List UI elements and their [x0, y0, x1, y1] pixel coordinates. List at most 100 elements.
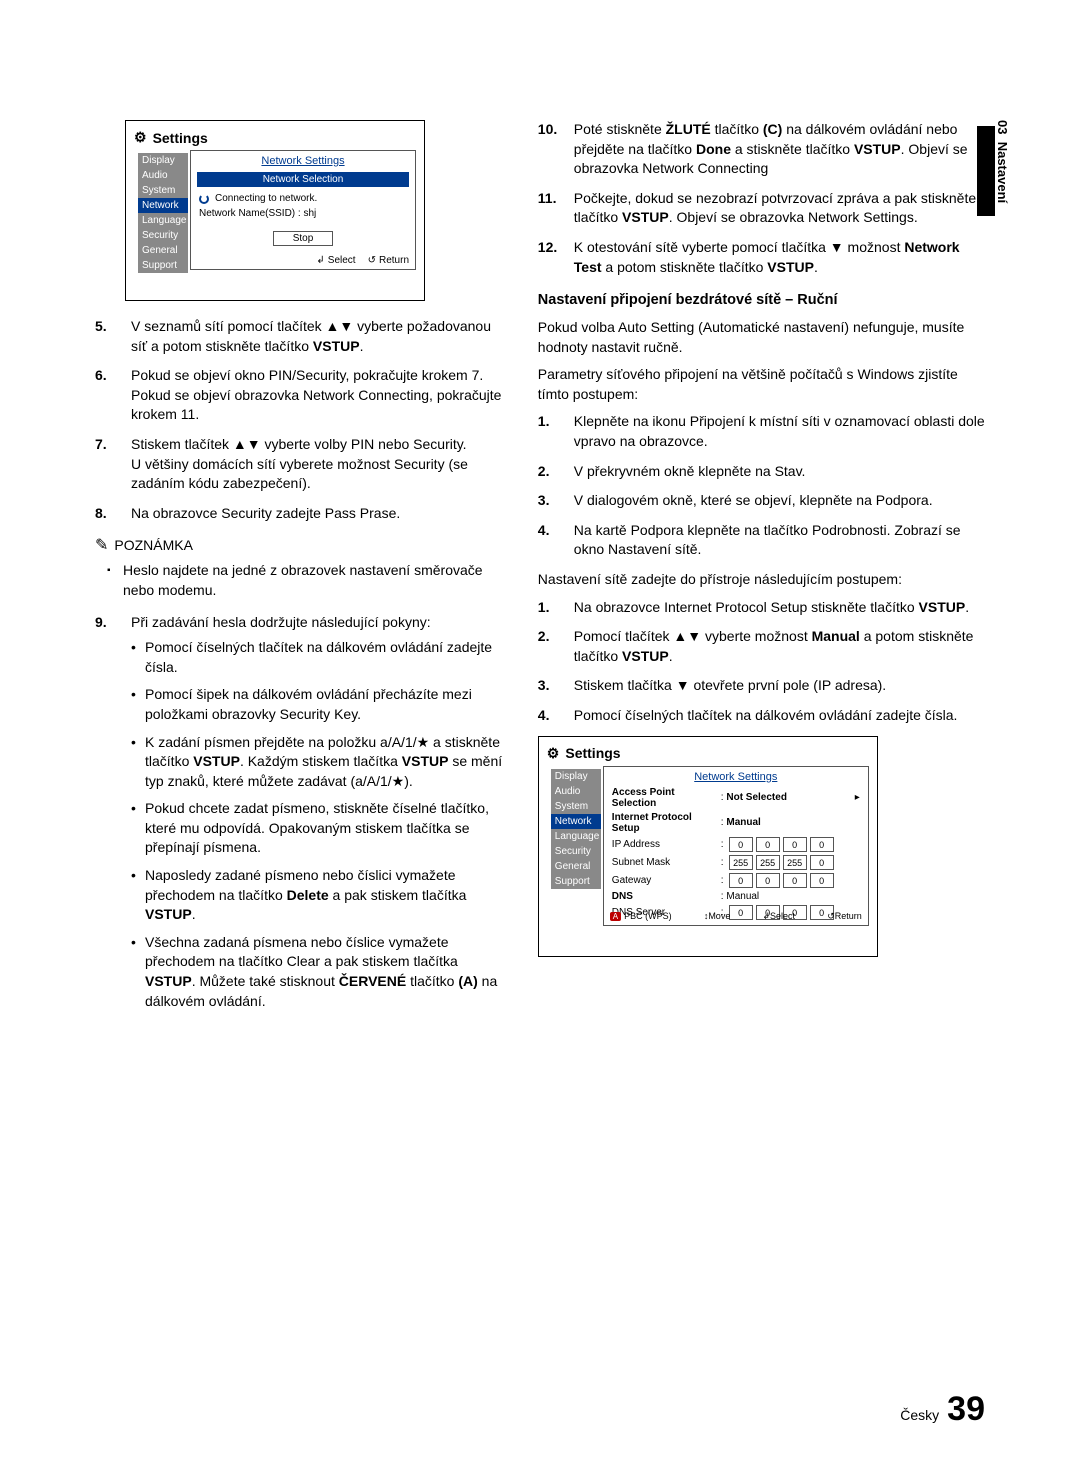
settings-sidebar: DisplayAudioSystemNetworkLanguageSecurit…	[551, 769, 601, 889]
list-item: Naposledy zadané písmeno nebo číslici vy…	[131, 866, 508, 925]
sidebar-item[interactable]: Language	[138, 213, 188, 228]
select-hint: Select	[762, 911, 795, 922]
row-ip-setup: Internet Protocol Setup : Manual	[612, 812, 860, 834]
row-ip-address: IP Address 0000	[612, 837, 860, 852]
ip-octet[interactable]: 255	[756, 855, 780, 870]
panel-title: Network Settings	[193, 153, 413, 168]
step-9-bullets: Pomocí číselných tlačítek na dálkovém ov…	[131, 638, 508, 1011]
settings-screenshot-1: ⚙ Settings DisplayAudioSystemNetworkLang…	[125, 120, 425, 301]
sidebar-item[interactable]: Network	[551, 814, 601, 829]
sidebar-item[interactable]: Security	[138, 228, 188, 243]
ip-octet[interactable]: 0	[783, 837, 807, 852]
return-hint: Return	[368, 255, 409, 266]
settings-screenshot-2: ⚙ Settings DisplayAudioSystemNetworkLang…	[538, 736, 878, 957]
sidebar-item[interactable]: Support	[551, 874, 601, 889]
windows-steps-list: 1.Klepněte na ikonu Připojení k místní s…	[538, 412, 985, 560]
list-item: 2.V překryvném okně klepněte na Stav.	[538, 462, 985, 482]
ip-octet[interactable]: 0	[810, 873, 834, 888]
list-item: 3.V dialogovém okně, které se objeví, kl…	[538, 491, 985, 511]
settings-sidebar: DisplayAudioSystemNetworkLanguageSecurit…	[138, 153, 188, 273]
stop-button[interactable]: Stop	[273, 231, 333, 246]
page-number: 39	[947, 1390, 985, 1429]
sidebar-item[interactable]: Security	[551, 844, 601, 859]
select-hint: Select	[316, 255, 355, 266]
chapter-number: 03	[995, 120, 1010, 134]
page-footer: Česky 39	[900, 1390, 985, 1429]
settings-title: Settings	[565, 745, 620, 761]
list-item: Všechna zadaná písmena nebo číslice vyma…	[131, 933, 508, 1011]
sidebar-item[interactable]: Display	[551, 769, 601, 784]
ip-octet[interactable]: 0	[810, 837, 834, 852]
step-8: 8. Na obrazovce Security zadejte Pass Pr…	[95, 504, 508, 524]
chapter-title: Nastavení	[995, 142, 1010, 203]
ip-octet[interactable]: 0	[810, 855, 834, 870]
sidebar-item[interactable]: Display	[138, 153, 188, 168]
gear-icon: ⚙	[547, 745, 560, 762]
step-11: 11. Počkejte, dokud se nezobrazí potvrzo…	[538, 189, 985, 228]
list-item: Pokud chcete zadat písmeno, stiskněte čí…	[131, 799, 508, 858]
list-item: 1.Na obrazovce Internet Protocol Setup s…	[538, 598, 985, 618]
list-item: 4.Pomocí číselných tlačítek na dálkovém …	[538, 706, 985, 726]
return-hint: Return	[827, 911, 862, 922]
connecting-text: Connecting to network.	[215, 193, 317, 204]
chevron-right-icon[interactable]: ▸	[855, 792, 860, 803]
ip-octet[interactable]: 255	[783, 855, 807, 870]
list-item: 1.Klepněte na ikonu Připojení k místní s…	[538, 412, 985, 451]
sidebar-item[interactable]: Support	[138, 258, 188, 273]
sidebar-item[interactable]: System	[551, 799, 601, 814]
ip-octet[interactable]: 0	[783, 873, 807, 888]
settings-title: Settings	[153, 130, 208, 146]
ip-octet[interactable]: 0	[756, 837, 780, 852]
ip-octet[interactable]: 0	[756, 873, 780, 888]
sidebar-item[interactable]: Network	[138, 198, 188, 213]
row-gateway: Gateway 0000	[612, 873, 860, 888]
row-subnet-mask: Subnet Mask 2552552550	[612, 855, 860, 870]
settings-panel: Network Settings Network Selection Conne…	[190, 150, 416, 270]
spinner-icon	[199, 194, 209, 204]
list-item: 2.Pomocí tlačítek ▲▼ vyberte možnost Man…	[538, 627, 985, 666]
ip-octet[interactable]: 255	[729, 855, 753, 870]
settings-panel: Network Settings Access Point Selection …	[603, 766, 869, 926]
sidebar-item[interactable]: System	[138, 183, 188, 198]
step-7: 7. Stiskem tlačítek ▲▼ vyberte volby PIN…	[95, 435, 508, 494]
left-instruction-list-2: 9. Při zadávání hesla dodržujte následuj…	[95, 613, 508, 1020]
row-dns: DNS : Manual	[612, 891, 860, 902]
network-selection-box: Network Selection	[197, 172, 409, 187]
manual-setup-p1: Pokud volba Auto Setting (Automatické na…	[538, 318, 985, 357]
sidebar-item[interactable]: Language	[551, 829, 601, 844]
sidebar-item[interactable]: Audio	[138, 168, 188, 183]
list-item: Pomocí číselných tlačítek na dálkovém ov…	[131, 638, 508, 677]
note-body: Heslo najdete na jedné z obrazovek nasta…	[95, 561, 508, 600]
language-label: Česky	[900, 1407, 939, 1423]
step-10: 10. Poté stiskněte ŽLUTÉ tlačítko (C) na…	[538, 120, 985, 179]
manual-setup-p2: Parametry síťového připojení na většině …	[538, 365, 985, 404]
left-instruction-list: 5. V seznamů sítí pomocí tlačítek ▲▼ vyb…	[95, 317, 508, 523]
list-item: 3.Stiskem tlačítka ▼ otevřete první pole…	[538, 676, 985, 696]
ip-octet[interactable]: 0	[729, 837, 753, 852]
chapter-marker	[977, 126, 995, 216]
ssid-text: Network Name(SSID) : shj	[193, 206, 413, 221]
note-heading: ✎ POZNÁMKA	[95, 535, 508, 555]
step-9: 9. Při zadávání hesla dodržujte následuj…	[95, 613, 508, 1020]
step-5: 5. V seznamů sítí pomocí tlačítek ▲▼ vyb…	[95, 317, 508, 356]
left-column: ⚙ Settings DisplayAudioSystemNetworkLang…	[95, 120, 508, 1029]
sidebar-item[interactable]: General	[138, 243, 188, 258]
right-column: 10. Poté stiskněte ŽLUTÉ tlačítko (C) na…	[538, 120, 985, 1029]
manual-setup-heading: Nastavení připojení bezdrátové sítě – Ru…	[538, 291, 985, 310]
manual-setup-p3: Nastavení sítě zadejte do přístroje násl…	[538, 570, 985, 590]
list-item: Pomocí šipek na dálkovém ovládání přechá…	[131, 685, 508, 724]
step-12: 12. K otestování sítě vyberte pomocí tla…	[538, 238, 985, 277]
row-access-point: Access Point Selection : Not Selected ▸	[612, 787, 860, 809]
pbc-hint: APBC (WPS)	[610, 911, 672, 922]
list-item: 4.Na kartě Podpora klepněte na tlačítko …	[538, 521, 985, 560]
gear-icon: ⚙	[134, 129, 147, 146]
note-icon: ✎	[95, 535, 108, 555]
panel-title: Network Settings	[606, 769, 866, 784]
device-steps-list: 1.Na obrazovce Internet Protocol Setup s…	[538, 598, 985, 726]
ip-octet[interactable]: 0	[729, 873, 753, 888]
chapter-tab: 03 Nastavení	[977, 120, 1010, 216]
move-hint: Move	[704, 911, 731, 922]
sidebar-item[interactable]: Audio	[551, 784, 601, 799]
step-6: 6. Pokud se objeví okno PIN/Security, po…	[95, 366, 508, 425]
sidebar-item[interactable]: General	[551, 859, 601, 874]
